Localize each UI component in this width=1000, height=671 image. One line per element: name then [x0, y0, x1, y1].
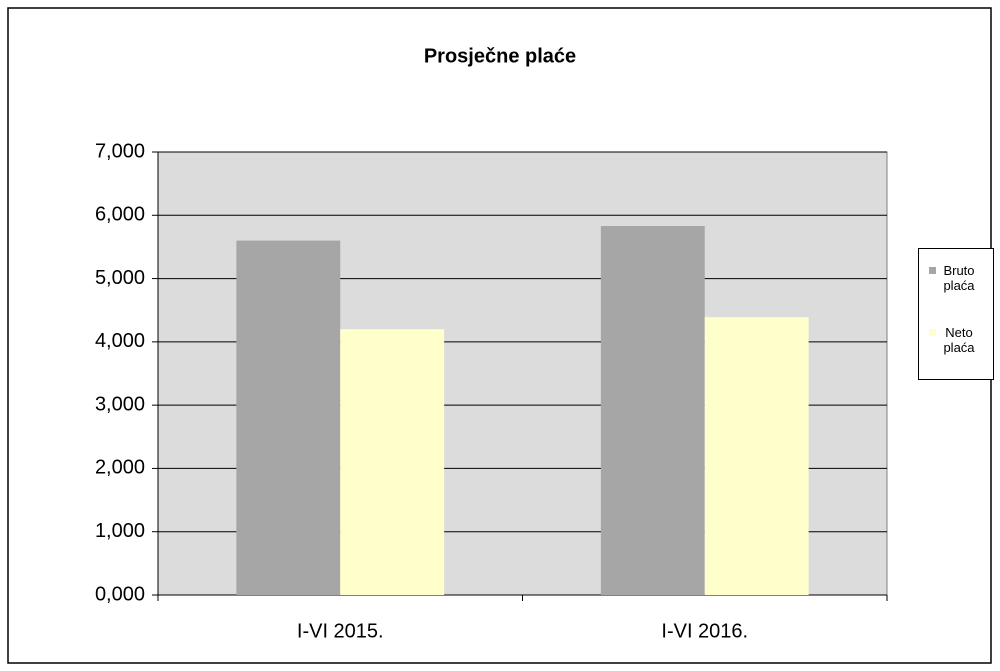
y-tick-label: 3,000 [95, 393, 145, 415]
bar [600, 226, 705, 595]
y-tick-label: 1,000 [95, 520, 145, 542]
legend-swatch [929, 267, 936, 274]
bar [340, 329, 445, 595]
y-tick-label: 4,000 [95, 330, 145, 352]
bar [236, 240, 341, 595]
chart-title: Prosječne plaće [424, 45, 576, 67]
legend-swatch [929, 329, 936, 336]
x-tick-label: I-VI 2015. [297, 620, 384, 642]
y-tick-label: 0,000 [95, 583, 145, 605]
y-tick-label: 6,000 [95, 204, 145, 226]
bar [704, 317, 809, 595]
legend: Bruto plaća Neto plaća [918, 248, 994, 380]
y-tick-label: 5,000 [95, 267, 145, 289]
legend-label: Neto plaća [943, 325, 975, 355]
x-tick-label: I-VI 2016. [661, 620, 748, 642]
y-tick-label: 2,000 [95, 457, 145, 479]
y-tick-label: 7,000 [95, 140, 145, 162]
legend-label: Bruto plaća [943, 263, 975, 293]
